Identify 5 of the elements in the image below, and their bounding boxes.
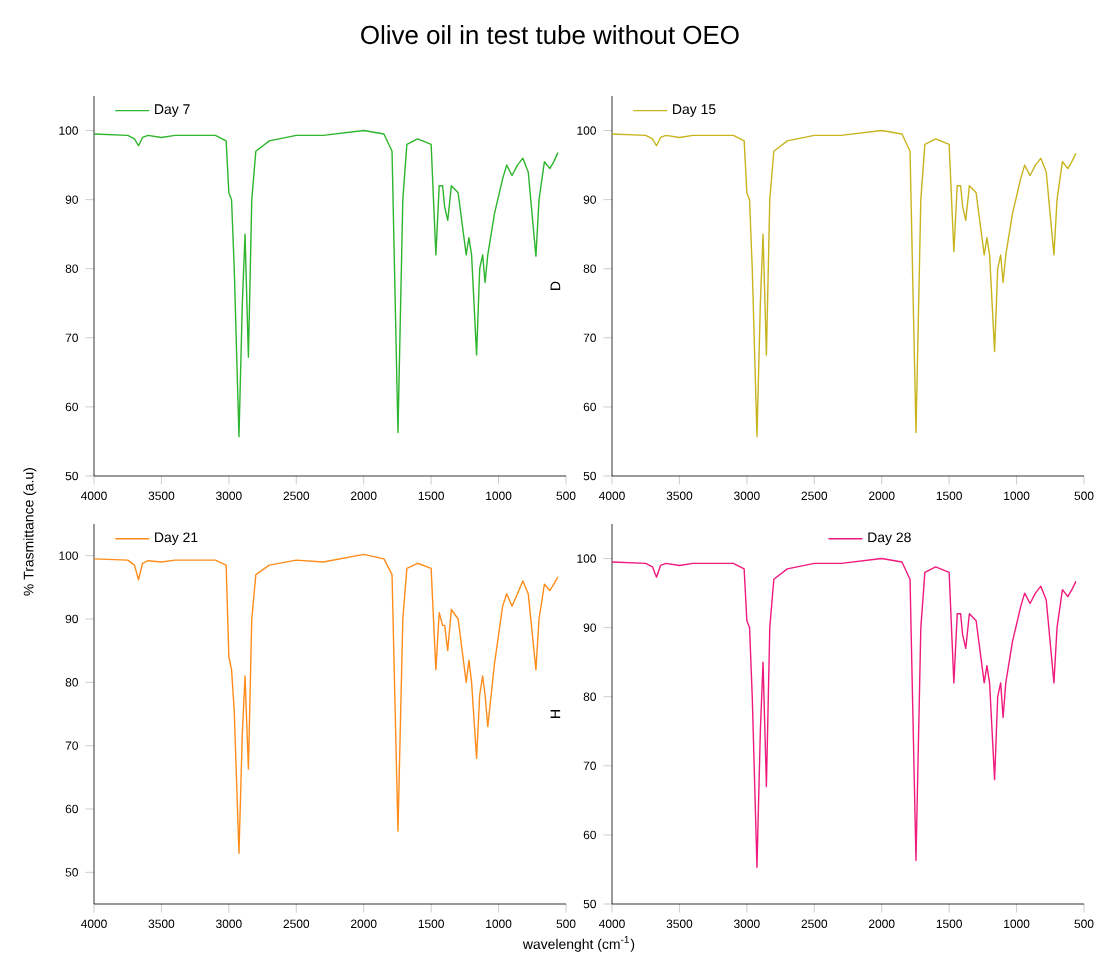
- line-series: [93, 553, 559, 855]
- line-series: [611, 557, 1077, 869]
- line-series: [93, 129, 559, 438]
- line-series: [611, 129, 1077, 438]
- chart-title: Olive oil in test tube without OEO: [361, 25, 739, 45]
